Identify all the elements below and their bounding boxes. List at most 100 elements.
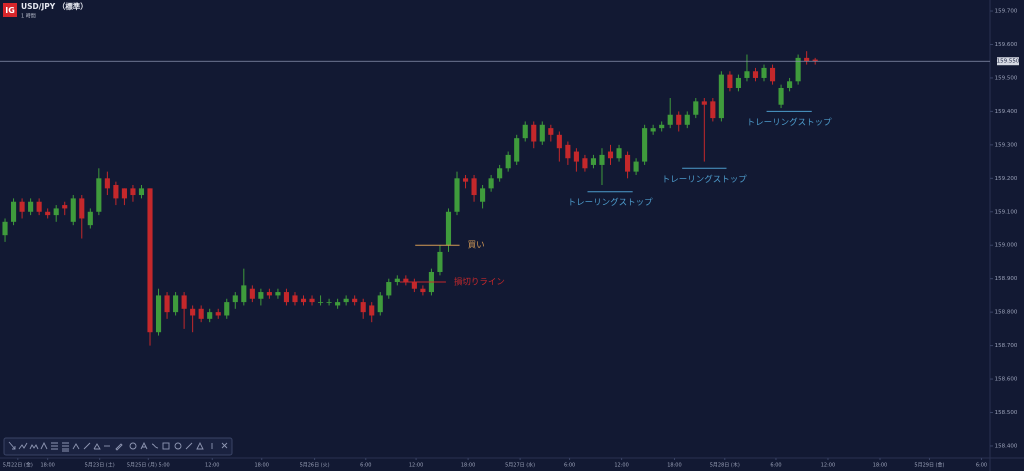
candle-body <box>28 201 34 212</box>
tool-icon[interactable] <box>162 442 170 450</box>
tool-icon[interactable] <box>174 442 182 450</box>
candle-body <box>377 295 383 313</box>
y-tick-label: 158.400 <box>995 443 1018 449</box>
y-tick-label: 159.200 <box>995 176 1018 182</box>
tool-icon[interactable] <box>115 443 123 451</box>
tool-icon[interactable] <box>29 444 39 450</box>
candle-body <box>309 298 315 303</box>
tool-icon[interactable] <box>83 442 91 450</box>
candle-body <box>471 178 477 196</box>
candle-body <box>104 178 110 189</box>
candle-body <box>795 57 801 82</box>
candle-body <box>258 292 264 299</box>
candle-body <box>676 114 682 125</box>
tool-icon[interactable] <box>151 443 159 449</box>
candle-body <box>394 278 400 283</box>
candle-body <box>207 312 213 319</box>
candle-body <box>335 302 341 306</box>
candle-body <box>360 302 366 313</box>
toolbar <box>3 437 233 456</box>
candle-body <box>650 128 656 132</box>
last-price-label: 159.550 <box>997 59 1020 65</box>
candle-body <box>787 81 793 88</box>
candle-body <box>744 71 750 78</box>
candle-body <box>769 67 776 82</box>
candle-body <box>11 201 17 222</box>
candle-body <box>266 292 272 296</box>
x-tick-label: 18:00 <box>40 463 54 469</box>
tool-icon[interactable] <box>51 442 58 450</box>
candle-body <box>701 101 707 105</box>
candle-body <box>53 208 59 216</box>
candle-body <box>462 178 469 182</box>
last-price-box <box>997 57 1019 66</box>
candle-body <box>693 101 699 115</box>
tool-icon[interactable] <box>40 441 48 450</box>
tool-icon[interactable] <box>8 441 16 450</box>
candle-body <box>173 295 179 313</box>
x-tick-label: 5月26日 (火) <box>300 463 330 469</box>
candle-body <box>249 288 255 299</box>
y-tick-label: 158.900 <box>995 276 1018 282</box>
x-tick-label: 18:00 <box>667 463 681 469</box>
tool-icon[interactable] <box>18 442 28 450</box>
candle-body <box>190 308 196 316</box>
candle-body <box>318 302 324 303</box>
y-tick-label: 159.700 <box>995 9 1018 15</box>
candle-body <box>718 74 724 119</box>
candle-body <box>531 124 537 142</box>
candle-body <box>710 101 716 119</box>
candle-body <box>514 138 520 162</box>
x-tick-label: 6:00 <box>976 463 987 469</box>
y-tick-label: 158.700 <box>995 343 1018 349</box>
candle-body <box>812 59 818 62</box>
tool-icon[interactable] <box>72 443 80 450</box>
candle-body <box>625 154 631 172</box>
x-tick-label: 18:00 <box>255 463 269 469</box>
x-tick-label: 5月28日 (木) <box>710 462 740 469</box>
x-tick-label: 6:00 <box>360 463 371 469</box>
interval: 1 時間 <box>21 14 36 20</box>
candle-body <box>283 292 290 303</box>
candle-body <box>386 282 392 296</box>
candle-body <box>599 154 605 165</box>
annotation-text: 買い <box>468 241 485 251</box>
candle-body <box>369 305 375 316</box>
candle-body <box>19 201 25 212</box>
x-tick-label: 6:00 <box>770 463 781 469</box>
candle-body <box>642 128 648 162</box>
tool-icon[interactable] <box>221 442 228 449</box>
candle-body <box>539 124 545 142</box>
candle-body <box>45 211 51 216</box>
candle-body <box>79 198 85 219</box>
candle-body <box>411 282 417 289</box>
tool-icon[interactable] <box>196 441 204 450</box>
candle-body <box>224 302 230 316</box>
candle-body <box>616 148 622 159</box>
candle-body <box>70 198 76 222</box>
x-tick-label: 6:00 <box>564 463 575 469</box>
y-tick-label: 159.300 <box>995 142 1018 148</box>
candle-body <box>556 134 562 149</box>
symbol: USD/JPY （標準） <box>21 1 88 11</box>
tool-icon[interactable] <box>62 442 69 452</box>
tool-icon[interactable] <box>93 443 101 450</box>
tool-icon[interactable] <box>129 442 137 450</box>
candle-body <box>488 178 494 189</box>
candle-body <box>292 295 298 303</box>
candle-body <box>420 288 426 293</box>
candle-body <box>761 67 767 78</box>
x-tick-label: 18:00 <box>873 463 887 469</box>
x-tick-label: 5月29日 (金) <box>914 462 944 469</box>
candle-body <box>232 295 238 303</box>
candle-body <box>36 201 42 212</box>
y-tick-label: 159.600 <box>995 42 1018 48</box>
candle-body <box>445 211 452 246</box>
y-tick-label: 159.400 <box>995 109 1018 115</box>
tool-icon[interactable] <box>140 441 148 450</box>
candle-body <box>326 302 332 303</box>
candle-body <box>96 178 102 212</box>
tool-icon[interactable] <box>185 442 193 450</box>
annotation-text: 損切りライン <box>454 277 505 288</box>
